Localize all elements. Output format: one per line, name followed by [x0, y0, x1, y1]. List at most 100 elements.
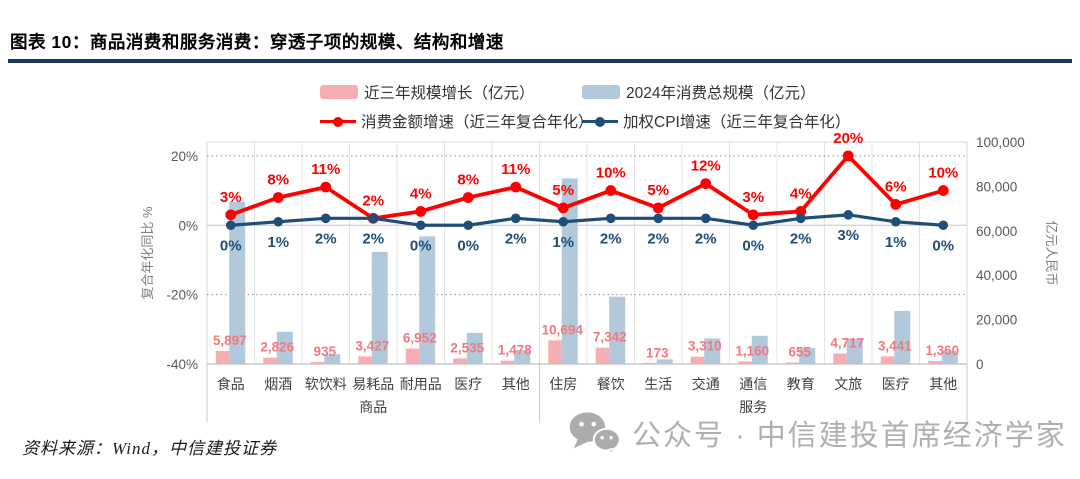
bar-growth-耐用品: [405, 348, 420, 364]
cpi-point: [795, 213, 806, 224]
bar-total-易耗品: [371, 251, 388, 364]
cpi-point: [700, 213, 711, 224]
wechat-icon: [569, 412, 621, 456]
bar-total-生活: [656, 359, 673, 364]
category-label-耐用品: 耐用品: [400, 376, 442, 392]
cpi-label: 2%: [695, 230, 717, 247]
category-label-烟酒: 烟酒: [264, 376, 292, 392]
growth-rate-label: 5%: [552, 182, 574, 199]
bar-growth-文旅: [833, 353, 847, 364]
pink-bar-swatch-icon: [320, 85, 358, 99]
title-rule: [8, 59, 1072, 63]
navy-line-marker-icon: [582, 114, 618, 128]
legend-item-growth-rate-line: 消费金额增速（近三年复合年化）: [320, 110, 594, 132]
red-line-marker-icon: [320, 114, 356, 128]
legend-label: 消费金额增速（近三年复合年化）: [361, 114, 594, 131]
cpi-label: 0%: [932, 237, 954, 254]
bar-value-label: 3,427: [355, 338, 389, 353]
cpi-label: 1%: [552, 234, 574, 251]
bar-value-label: 3,441: [878, 338, 912, 353]
right-axis-title: 亿元人民币: [1044, 220, 1059, 285]
right-axis-tick: 60,000: [976, 224, 1017, 239]
cpi-point: [273, 216, 284, 227]
category-label-住房: 住房: [549, 376, 577, 392]
cpi-point: [890, 216, 901, 227]
growth-rate-point: [272, 192, 284, 203]
cpi-label: 0%: [457, 237, 479, 254]
bar-growth-餐饮: [595, 347, 610, 364]
growth-rate-label: 12%: [691, 158, 721, 175]
bar-growth-医疗: [880, 356, 895, 364]
growth-rate-point: [415, 205, 427, 217]
bar-total-医疗: [466, 332, 483, 364]
bar-total-食品: [229, 201, 246, 364]
bar-growth-住房: [548, 340, 562, 364]
legend-label: 近三年规模增长（亿元）: [364, 85, 535, 102]
bar-value-label: 10,694: [542, 322, 584, 337]
growth-rate-point: [652, 202, 664, 214]
left-axis-title: 复合年化同比 %: [140, 206, 155, 300]
cpi-point: [605, 213, 616, 224]
cpi-point: [463, 220, 474, 231]
cpi-label: 2%: [647, 230, 669, 247]
cpi-label: 2%: [505, 230, 527, 247]
left-axis-tick: 20%: [171, 149, 198, 164]
bar-total-文旅: [846, 338, 863, 364]
right-axis-tick: 100,000: [976, 135, 1025, 150]
bar-value-label: 7,342: [593, 330, 627, 345]
cpi-label: 1%: [267, 234, 289, 251]
bar-value-label: 1,478: [498, 343, 532, 358]
group-label-商品: 商品: [359, 399, 387, 415]
growth-rate-point: [225, 209, 237, 221]
bar-growth-通信: [738, 361, 752, 364]
cpi-label: 2%: [362, 230, 384, 247]
growth-rate-point: [937, 185, 949, 196]
bar-growth-交通: [690, 356, 705, 364]
bar-value-label: 935: [313, 344, 336, 359]
left-axis-tick: -40%: [166, 357, 198, 372]
bar-total-医疗: [894, 310, 911, 364]
bar-value-label: 5,897: [213, 333, 247, 348]
cpi-label: 1%: [885, 234, 907, 251]
growth-rate-label: 20%: [833, 130, 863, 147]
bar-total-交通: [704, 338, 721, 364]
category-label-通信: 通信: [739, 376, 767, 392]
category-label-软饮料: 软饮料: [305, 376, 347, 392]
growth-rate-label: 8%: [267, 172, 289, 189]
growth-rate-label: 5%: [647, 182, 669, 199]
bar-value-label: 3,310: [688, 339, 722, 354]
bar-value-label: 655: [788, 345, 811, 360]
cpi-point: [510, 213, 521, 224]
category-label-食品: 食品: [217, 376, 245, 392]
category-label-医疗: 医疗: [454, 376, 482, 392]
cpi-point: [748, 220, 759, 231]
growth-rate-point: [320, 181, 332, 193]
growth-rate-point: [795, 205, 807, 217]
cpi-label: 3%: [837, 227, 859, 244]
source-note: 资料来源：Wind，中信建投证券: [22, 439, 277, 458]
category-label-易耗品: 易耗品: [352, 376, 394, 392]
bar-value-label: 173: [646, 346, 669, 361]
left-axis-tick: -20%: [166, 288, 198, 303]
category-label-文旅: 文旅: [834, 376, 862, 392]
bar-total-通信: [751, 335, 768, 364]
right-axis-tick: 0: [976, 357, 984, 372]
category-label-生活: 生活: [644, 376, 672, 392]
growth-rate-point: [890, 199, 902, 210]
bar-total-耐用品: [419, 236, 436, 364]
cpi-point: [938, 220, 949, 231]
growth-rate-label: 10%: [928, 165, 958, 182]
bar-total-烟酒: [276, 331, 293, 364]
bar-growth-食品: [215, 350, 230, 364]
bar-value-label: 1,360: [925, 343, 959, 358]
cpi-point: [558, 216, 569, 227]
bar-growth-其他: [928, 360, 942, 364]
cpi-label: 2%: [315, 230, 337, 247]
bar-growth-易耗品: [358, 356, 372, 364]
growth-rate-point: [842, 150, 854, 162]
bar-growth-生活: [643, 362, 657, 364]
group-label-服务: 服务: [739, 399, 767, 415]
growth-rate-label: 4%: [410, 185, 432, 202]
growth-rate-label: 3%: [220, 189, 242, 206]
